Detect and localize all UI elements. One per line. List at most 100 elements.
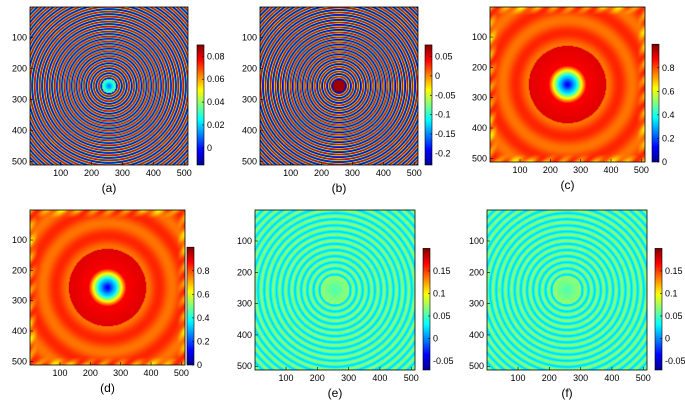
colorbar: [196, 44, 205, 166]
y-tick-label: 200: [12, 64, 27, 74]
x-tick-label: 500: [404, 373, 419, 383]
colorbar-tick-label: 0.05: [433, 311, 451, 321]
colorbar-tick-label: 0.04: [207, 97, 225, 107]
plot-frame: [489, 6, 646, 163]
heatmap-panel-5: 100 200 300 400 500 100 200 300 400 500 (e) -0.05 0 0…: [237, 209, 454, 400]
plot-frame: [29, 6, 189, 166]
y-tick-label: 500: [12, 356, 27, 366]
colorbar-tick-label: 0.8: [662, 63, 675, 73]
x-tick-label: 100: [513, 165, 528, 175]
heatmap-panel-2: 100 200 300 400 500 100 200 300 400 500 (b) -0.2 -0.…: [242, 6, 456, 195]
colorbar-tick-label: 0.2: [197, 336, 210, 346]
x-tick-label: 500: [177, 168, 192, 178]
x-tick-label: 300: [573, 373, 588, 383]
heatmap-image: [487, 210, 647, 370]
y-tick-label: 400: [12, 125, 27, 135]
colorbar-tick-label: 0.05: [435, 52, 453, 62]
x-tick-label: 100: [53, 168, 68, 178]
x-tick-label: 200: [310, 373, 325, 383]
heatmap-panel-3: 100 200 300 400 500 100 200 300 400 500 (c) 0 0.2 0.4…: [472, 6, 675, 192]
colorbar-tick-label: -0.2: [435, 148, 451, 158]
y-tick-label: 200: [12, 265, 27, 275]
colorbar-tick-label: 0.4: [662, 110, 675, 120]
colorbar-tick-label: -0.1: [435, 110, 451, 120]
panel-caption: (f): [561, 386, 572, 400]
x-tick-label: 500: [634, 165, 649, 175]
plot-frame: [486, 209, 648, 371]
x-tick-label: 400: [376, 168, 391, 178]
y-tick-label: 300: [469, 299, 484, 309]
plot-frame: [259, 6, 419, 166]
colorbar-tick-label: 0: [665, 333, 670, 343]
y-tick-label: 400: [237, 330, 252, 340]
x-tick-label: 400: [146, 168, 161, 178]
x-tick-label: 100: [510, 373, 525, 383]
colorbar-tick-label: 0.02: [207, 120, 225, 130]
panel-caption: (b): [332, 181, 347, 195]
y-tick-label: 200: [242, 64, 257, 74]
heatmap-panel-4: 100 200 300 400 500 100 200 300 400 500 (d) 0 0.2 0.4…: [12, 209, 210, 395]
colorbar-tick-label: 0.1: [665, 288, 678, 298]
colorbar: [186, 246, 195, 366]
panel-caption: (d): [100, 381, 115, 395]
x-tick-label: 500: [174, 368, 189, 378]
heatmap-image: [30, 210, 185, 365]
y-tick-label: 200: [472, 62, 487, 72]
x-tick-label: 400: [604, 165, 619, 175]
x-tick-label: 300: [341, 373, 356, 383]
colorbar: [424, 44, 433, 166]
y-tick-label: 100: [472, 32, 487, 42]
x-tick-label: 400: [372, 373, 387, 383]
colorbar-tick-label: -0.05: [435, 90, 456, 100]
x-tick-label: 400: [144, 368, 159, 378]
x-tick-label: 500: [636, 373, 651, 383]
colorbar-tick-label: -0.05: [665, 356, 685, 366]
plot-frame: [29, 209, 186, 366]
colorbar-tick-label: 0.05: [665, 311, 683, 321]
colorbar-tick-label: 0.6: [662, 86, 675, 96]
plot-frame: [254, 209, 416, 371]
y-tick-label: 500: [237, 361, 252, 371]
x-tick-label: 200: [84, 168, 99, 178]
heatmap-image: [260, 7, 418, 165]
heatmap-image: [255, 210, 415, 370]
y-tick-label: 100: [12, 33, 27, 43]
y-tick-label: 300: [472, 93, 487, 103]
y-tick-label: 400: [472, 123, 487, 133]
y-tick-label: 200: [469, 267, 484, 277]
x-tick-label: 300: [113, 368, 128, 378]
x-tick-label: 200: [542, 373, 557, 383]
heatmap-panel-1: 100 200 300 400 500 100 200 300 400 500 (a) 0 0.02 0.…: [12, 6, 225, 195]
panel-caption: (e): [328, 386, 343, 400]
y-tick-label: 100: [237, 236, 252, 246]
colorbar-tick-label: 0.08: [207, 51, 225, 61]
x-tick-label: 100: [53, 368, 68, 378]
colorbar-tick-label: 0.1: [433, 288, 446, 298]
y-tick-label: 300: [12, 94, 27, 104]
y-tick-label: 100: [242, 33, 257, 43]
x-tick-label: 500: [407, 168, 422, 178]
x-tick-label: 200: [83, 368, 98, 378]
x-tick-label: 200: [543, 165, 558, 175]
colorbar-tick-label: -0.15: [435, 129, 456, 139]
y-tick-label: 200: [237, 267, 252, 277]
y-tick-label: 400: [12, 326, 27, 336]
colorbar-tick-label: 0.8: [197, 266, 210, 276]
panel-caption: (a): [102, 181, 117, 195]
x-tick-label: 300: [345, 168, 360, 178]
panels: 100 200 300 400 500 100 200 300 400 500 (a) 0 0.02 0.…: [12, 6, 685, 400]
y-tick-label: 300: [237, 299, 252, 309]
colorbar: [654, 248, 663, 371]
y-tick-label: 300: [242, 94, 257, 104]
x-tick-label: 100: [278, 373, 293, 383]
heatmap-panel-6: 100 200 300 400 500 100 200 300 400 500 (f) -0.05 0 0…: [469, 209, 685, 400]
colorbar-tick-label: 0.15: [433, 266, 451, 276]
colorbar-tick-label: 0.4: [197, 313, 210, 323]
heatmap-image: [30, 7, 188, 165]
x-tick-label: 300: [115, 168, 130, 178]
heatmap-image: [490, 7, 645, 162]
x-tick-label: 400: [604, 373, 619, 383]
x-tick-label: 300: [573, 165, 588, 175]
colorbar-tick-label: 0.15: [665, 266, 683, 276]
